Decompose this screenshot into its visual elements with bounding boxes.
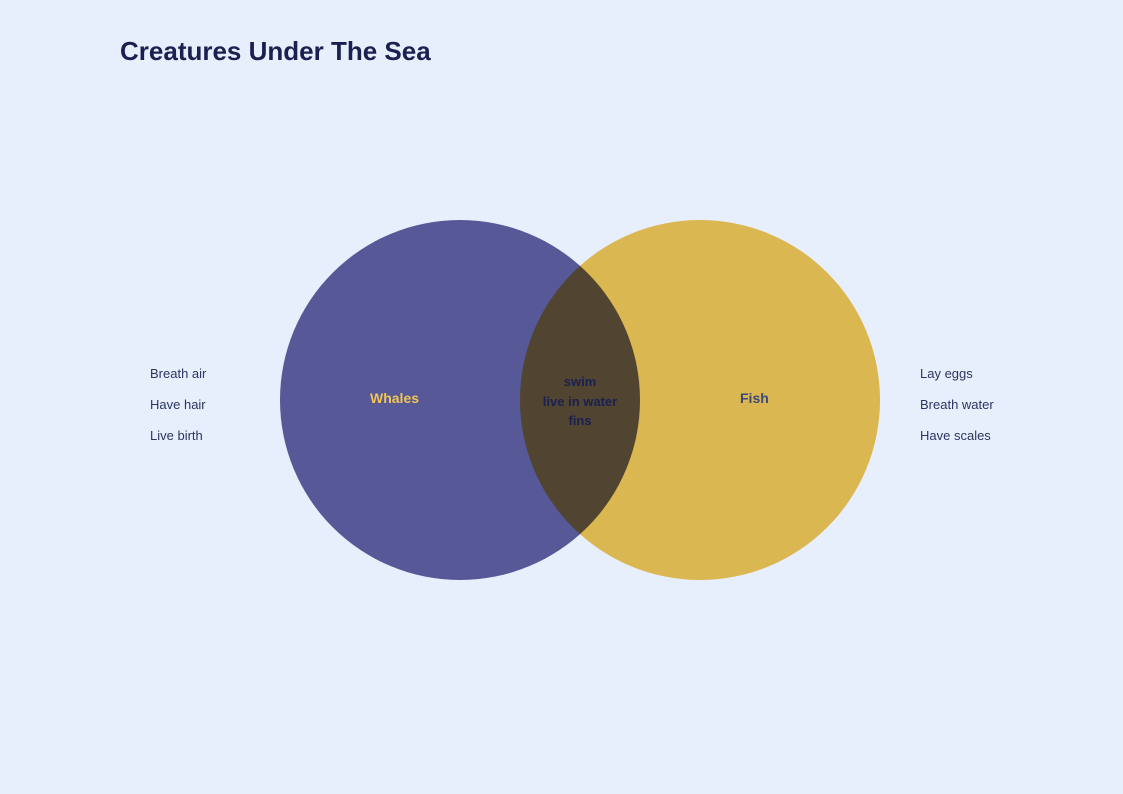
page-title: Creatures Under The Sea	[120, 36, 431, 67]
right-item: Lay eggs	[920, 358, 994, 389]
left-items-list: Breath air Have hair Live birth	[150, 358, 206, 452]
right-item: Breath water	[920, 389, 994, 420]
venn-intersection: swim live in water fins	[540, 372, 620, 431]
right-item: Have scales	[920, 420, 994, 451]
intersection-item: swim	[540, 372, 620, 392]
intersection-item: live in water	[540, 392, 620, 412]
intersection-item: fins	[540, 411, 620, 431]
left-item: Have hair	[150, 389, 206, 420]
venn-label-left: Whales	[370, 390, 419, 406]
left-item: Breath air	[150, 358, 206, 389]
left-item: Live birth	[150, 420, 206, 451]
venn-label-right: Fish	[740, 390, 769, 406]
right-items-list: Lay eggs Breath water Have scales	[920, 358, 994, 452]
venn-diagram: Whales Fish swim live in water fins Brea…	[0, 200, 1123, 600]
